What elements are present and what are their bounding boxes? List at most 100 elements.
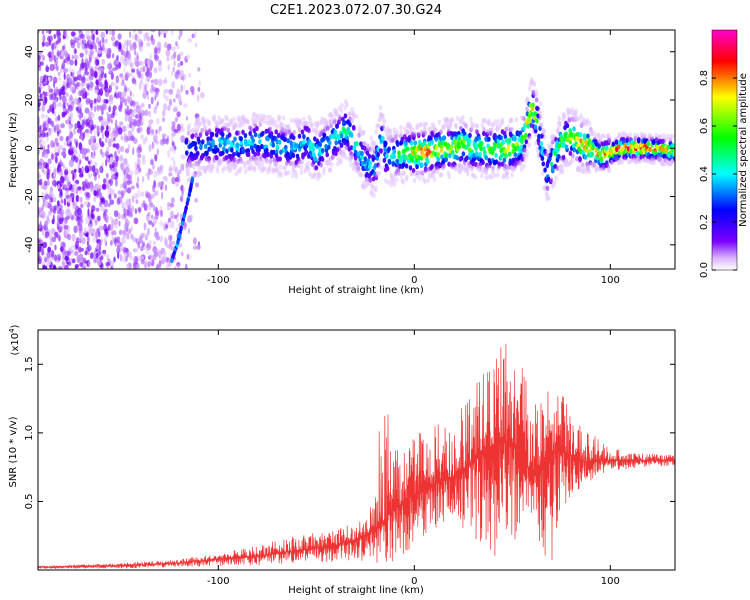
spectrogram-noise-cell xyxy=(170,197,175,204)
colorbar-tick-label: 0.0 xyxy=(699,262,710,278)
spectrogram-trace-cell xyxy=(500,119,505,125)
spectrogram-trace-cell xyxy=(281,115,286,121)
spectrogram-noise-cell xyxy=(157,182,161,188)
spectrogram-noise-cell xyxy=(161,133,167,138)
spectrogram-trace-cell xyxy=(355,113,359,120)
spectrogram-noise-cell xyxy=(51,92,56,101)
spectrogram-trace-cell xyxy=(574,111,578,117)
spectrogram-noise-cell xyxy=(104,130,109,138)
spectrogram-trace-cell xyxy=(341,116,345,122)
spectrogram-noise-cell xyxy=(180,251,184,257)
spectrogram-noise-cell xyxy=(130,233,134,239)
spectrogram-trace-cell xyxy=(484,175,489,181)
spectrogram-noise-cell xyxy=(59,217,64,225)
spectrogram-noise-cell xyxy=(134,161,137,169)
spectrogram-noise-cell xyxy=(73,225,78,234)
spectrogram-trace-cell xyxy=(374,129,378,135)
spectrogram-noise-cell xyxy=(174,116,179,123)
spectrogram-noise-cell xyxy=(76,82,79,91)
spectrogram-trace-cell xyxy=(666,133,670,139)
spectrogram-noise-cell xyxy=(113,133,118,139)
spectrogram-noise-cell xyxy=(122,90,127,98)
spectrogram-noise-cell xyxy=(136,149,141,157)
spectrogram-noise-cell xyxy=(163,251,167,258)
spectrogram-trace-cell xyxy=(200,127,204,134)
spectrogram-trace-cell xyxy=(478,151,482,158)
spectrogram-trace-cell xyxy=(420,162,424,168)
spectrogram-trace-cell xyxy=(194,160,199,166)
spectrogram-noise-cell xyxy=(80,33,85,39)
spectrogram-trace-cell xyxy=(280,126,285,132)
spectrogram-noise-cell xyxy=(41,94,45,102)
spectrogram-noise-cell xyxy=(52,265,57,269)
spectrogram-trace-cell xyxy=(523,157,527,163)
spectrogram-noise-cell xyxy=(117,244,121,251)
spectrogram-noise-cell xyxy=(62,164,66,170)
spectrogram-noise-cell xyxy=(170,134,174,143)
spectrogram-noise-cell xyxy=(101,152,105,158)
spectrogram-trace-cell xyxy=(230,121,235,127)
spectrogram-trace-cell xyxy=(343,113,348,119)
spectrogram-trace-cell xyxy=(378,148,383,154)
spectrogram-noise-cell xyxy=(147,261,151,268)
spectrogram-trace-cell xyxy=(192,172,197,178)
spectrogram-noise-cell xyxy=(189,85,195,93)
spectrogram-noise-cell xyxy=(168,172,173,177)
spectrogram-noise-cell xyxy=(79,147,84,155)
spectrogram-noise-cell xyxy=(127,87,130,92)
spectrogram-trace-cell xyxy=(545,185,550,191)
spectrogram-noise-cell xyxy=(123,67,126,73)
spectrogram-trace-cell xyxy=(445,118,450,124)
spectrogram-noise-cell xyxy=(88,99,92,106)
spectrogram-trace-cell xyxy=(472,122,476,128)
spectrogram-trace-cell xyxy=(209,131,214,137)
spectrogram-noise-cell xyxy=(72,72,75,79)
spectrogram-trace-cell xyxy=(449,144,454,150)
spectrogram-trace-cell xyxy=(238,122,243,128)
spectrogram-trace-cell xyxy=(382,119,387,125)
spectrogram-trace-cell xyxy=(634,143,638,149)
spectrogram-noise-cell xyxy=(137,206,142,213)
spectrogram-noise-cell xyxy=(153,78,159,86)
spectrogram-noise-cell xyxy=(52,174,56,180)
spectrogram-noise-cell xyxy=(142,86,146,94)
spectrogram-trace-cell xyxy=(279,172,284,178)
spectrogram-noise-cell xyxy=(109,261,114,269)
spectrogram-noise-cell xyxy=(69,81,72,86)
spectrogram-noise-cell xyxy=(180,84,184,92)
spectrogram-noise-cell xyxy=(74,123,78,130)
spectrogram-noise-cell xyxy=(113,221,119,229)
spectrogram-trace-cell xyxy=(480,140,484,147)
spectrogram-noise-cell xyxy=(136,176,140,183)
spectrogram-noise-cell xyxy=(168,88,174,95)
spectrogram-noise-cell xyxy=(79,113,82,121)
spectrogram-noise-cell xyxy=(113,256,116,263)
spectrogram-trace-cell xyxy=(212,113,216,120)
spectrogram-noise-cell xyxy=(154,135,158,141)
spectrogram-noise-cell xyxy=(74,200,78,208)
colorbar-tick-label: 0.2 xyxy=(699,214,710,230)
spectrogram-noise-cell xyxy=(101,103,107,111)
spectrogram-noise-cell xyxy=(44,232,49,239)
spectrogram-noise-cell xyxy=(194,198,198,203)
spectrogram-noise-cell xyxy=(175,227,179,233)
spectrogram-noise-cell xyxy=(105,262,111,267)
spectrogram-noise-cell xyxy=(38,54,41,61)
spectrogram-noise-cell xyxy=(127,130,132,137)
spectrogram-noise-cell xyxy=(145,75,150,83)
spectrogram-trace-cell xyxy=(385,153,389,159)
spectrogram-noise-cell xyxy=(61,261,67,266)
spectrogram-noise-cell xyxy=(62,30,68,37)
spectrogram-noise-cell xyxy=(162,103,168,111)
spectrogram-trace-cell xyxy=(201,139,205,145)
spectrogram-noise-cell xyxy=(183,103,188,108)
spectrogram-trace-cell xyxy=(255,125,259,132)
spectrogram-trace-cell xyxy=(489,174,494,180)
spectrogram-trace-cell xyxy=(492,172,497,178)
spectrogram-noise-cell xyxy=(86,236,91,243)
spectrogram-trace-cell xyxy=(607,137,611,143)
spectrogram-noise-cell xyxy=(73,168,77,173)
spectrogram-trace-cell xyxy=(587,169,592,175)
spectrogram-trace-cell xyxy=(575,115,579,122)
spectrogram-trace-cell xyxy=(469,116,473,122)
